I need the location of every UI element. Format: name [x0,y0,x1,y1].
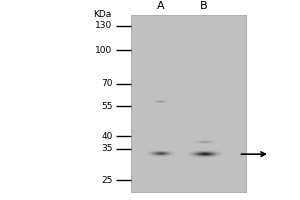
Text: 70: 70 [101,79,112,88]
Text: 130: 130 [95,21,112,30]
Text: 100: 100 [95,46,112,55]
Text: 35: 35 [101,144,112,153]
Bar [130,15,246,192]
Text: 40: 40 [101,132,112,141]
Text: 25: 25 [101,176,112,185]
Text: B: B [200,1,208,11]
Text: KDa: KDa [93,10,111,19]
Text: 55: 55 [101,102,112,111]
Text: A: A [157,1,164,11]
